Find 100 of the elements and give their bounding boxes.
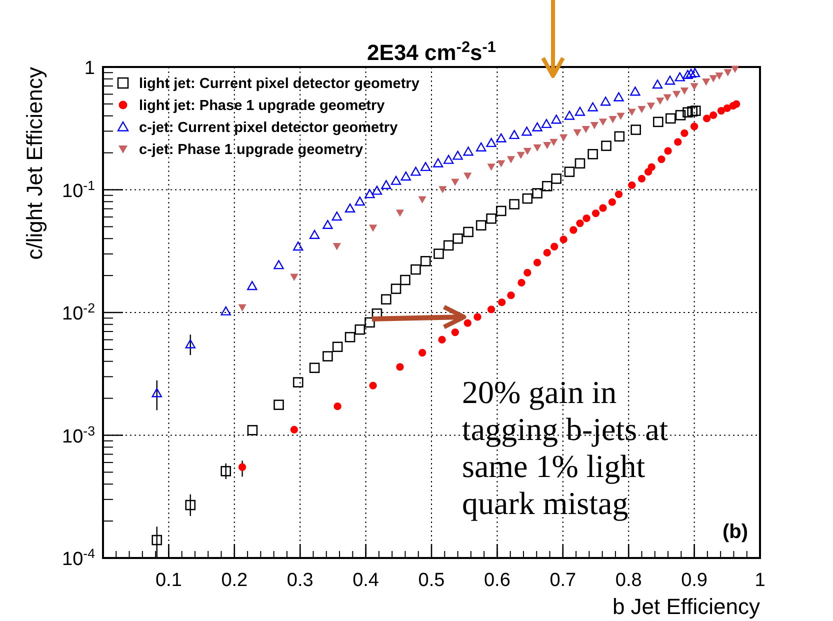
x-tick-label: 0.4 [352, 570, 380, 591]
point [381, 180, 392, 190]
point [732, 100, 740, 108]
point [452, 150, 463, 160]
x-tick-label: 0.6 [484, 570, 510, 591]
point [600, 96, 611, 106]
annotation: (b) [722, 521, 748, 543]
y-tick-label: 10$^{-1}$ [62, 177, 95, 202]
point [687, 106, 698, 117]
legend-label: light jet: Phase 1 upgrade geometry [139, 98, 385, 114]
point [599, 204, 607, 212]
point [630, 124, 641, 135]
point [364, 189, 375, 198]
point [674, 72, 685, 82]
point [344, 332, 356, 342]
point [648, 163, 656, 171]
point [638, 106, 646, 114]
point [420, 256, 431, 266]
point [496, 133, 506, 142]
point [702, 114, 711, 122]
point [588, 149, 598, 160]
point [573, 129, 582, 136]
y-tick-label: 1 [84, 58, 95, 79]
point [560, 134, 568, 142]
point [464, 319, 472, 327]
point [664, 147, 672, 155]
point [576, 219, 584, 228]
x-tick-label: 0.2 [221, 570, 248, 591]
point [601, 140, 612, 151]
point [368, 224, 378, 232]
point [564, 166, 575, 177]
point [486, 138, 496, 148]
point [664, 76, 676, 85]
point [652, 80, 663, 89]
point [497, 160, 506, 168]
point [434, 248, 444, 259]
point [638, 174, 646, 183]
point [656, 98, 664, 105]
x-tick-label: 1 [754, 570, 766, 591]
point [418, 196, 426, 204]
point [390, 284, 402, 294]
point [322, 220, 333, 229]
point [663, 94, 672, 102]
point [532, 122, 542, 132]
point [274, 260, 284, 270]
point [570, 226, 578, 234]
point [410, 166, 421, 176]
point [522, 126, 532, 136]
x-tick-label: 0.8 [615, 570, 642, 591]
point [653, 116, 664, 128]
point [238, 463, 246, 471]
point [710, 111, 718, 120]
x-tick-label: 0.3 [286, 570, 314, 591]
point [354, 324, 366, 335]
point [532, 188, 542, 198]
legend-label: light jet: Current pixel detector geometry [139, 76, 420, 92]
point [614, 190, 623, 198]
point [592, 209, 600, 218]
point [451, 328, 459, 336]
point [438, 186, 447, 194]
point [506, 156, 516, 164]
point [690, 122, 698, 130]
point [551, 114, 562, 124]
point [509, 130, 520, 140]
point [523, 148, 532, 156]
point [247, 281, 258, 290]
point [674, 138, 682, 146]
chart-title: 2E34 cm$^{-2}$s$^{-1}$ [367, 38, 496, 65]
point [686, 68, 696, 78]
point [369, 382, 377, 390]
point [675, 110, 686, 120]
point [443, 154, 454, 164]
point [332, 243, 341, 250]
annotation: 20% gain in tagging b-jets at same 1% light quark mistag [462, 374, 668, 521]
point [608, 198, 616, 206]
point [487, 306, 496, 314]
x-axis-title: b Jet Efficiency [612, 594, 760, 619]
point [274, 400, 284, 410]
point [381, 294, 392, 304]
y-tick-label: 10$^{-2}$ [62, 300, 95, 324]
point [451, 178, 460, 186]
point [630, 86, 640, 96]
point [616, 112, 625, 120]
point [332, 342, 343, 352]
point [292, 377, 304, 388]
point [486, 213, 496, 224]
point [334, 402, 342, 410]
point [702, 78, 710, 86]
point [646, 102, 655, 110]
point [438, 336, 446, 344]
point [463, 226, 474, 238]
point [498, 298, 506, 306]
point [476, 220, 486, 230]
point [185, 500, 196, 510]
point [322, 351, 333, 362]
legend-label: c-jet: Current pixel detector geometry [139, 120, 398, 136]
point [220, 306, 231, 316]
x-tick-label: 0.9 [681, 570, 708, 591]
point [474, 313, 482, 321]
point [309, 230, 320, 239]
